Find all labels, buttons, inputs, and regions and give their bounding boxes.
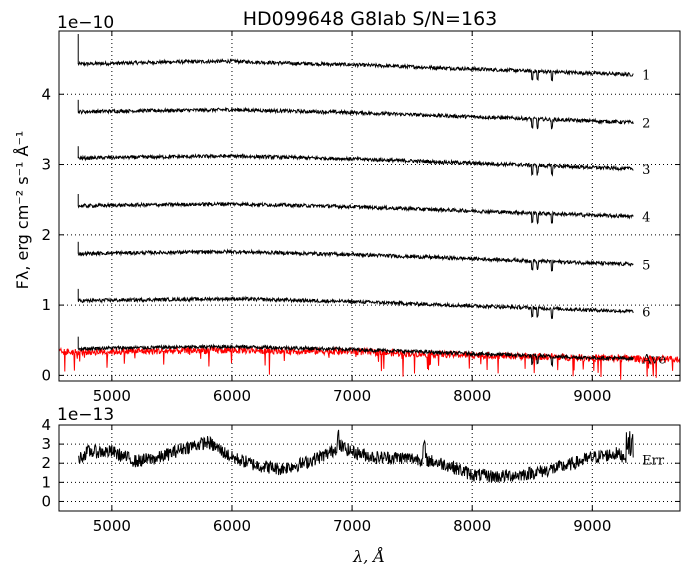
series-line-0 bbox=[77, 58, 634, 82]
series-line-1 bbox=[77, 106, 634, 130]
x-tick-label: 9000 bbox=[573, 387, 611, 405]
top-axes-frame bbox=[58, 30, 681, 382]
bottom-axes-frame bbox=[58, 424, 681, 512]
x-axis-label: λ, Å bbox=[352, 546, 385, 566]
x-tick-label: 8000 bbox=[453, 387, 491, 405]
series-label-4: 4 bbox=[642, 211, 650, 226]
series-line-4 bbox=[77, 248, 634, 272]
series-label-2: 2 bbox=[642, 116, 650, 131]
series-label-1: 1 bbox=[642, 69, 650, 84]
x-tick-label: 5000 bbox=[93, 387, 131, 405]
y-axis-label: Fλ, erg cm⁻² s⁻¹ Å⁻¹ bbox=[13, 131, 32, 290]
series-label-Err: Err bbox=[642, 453, 665, 468]
top-panel: HD099648 G8Iab S/N=163 1e−10 1 2 3 4 5 6 Ave 5… bbox=[13, 8, 681, 405]
series-line-0 bbox=[78, 429, 634, 483]
x-tick-label: 6000 bbox=[213, 387, 251, 405]
top-y-offset: 1e−10 bbox=[57, 13, 114, 33]
bottom-series-labels: Err bbox=[642, 453, 665, 468]
series-line-7 bbox=[77, 343, 634, 368]
series-label-Ave: Ave bbox=[641, 353, 666, 368]
y-tick-label: 0 bbox=[41, 492, 51, 510]
x-tick-label: 9000 bbox=[573, 517, 611, 535]
y-tick-label: 4 bbox=[41, 85, 51, 103]
series-label-5: 5 bbox=[642, 258, 650, 273]
y-tick-label: 4 bbox=[41, 416, 51, 434]
x-tick-label: 5000 bbox=[93, 517, 131, 535]
bottom-series-group bbox=[78, 429, 634, 483]
y-tick-label: 1 bbox=[41, 296, 51, 314]
x-tick-label: 6000 bbox=[213, 517, 251, 535]
x-tick-label: 8000 bbox=[453, 517, 491, 535]
series-label-6: 6 bbox=[642, 305, 650, 320]
series-label-3: 3 bbox=[642, 163, 650, 178]
y-tick-label: 2 bbox=[41, 454, 51, 472]
top-series-labels: 1 2 3 4 5 6 Ave bbox=[641, 69, 666, 368]
top-ticks: 5000 6000 7000 8000 9000 0 1 2 3 4 bbox=[41, 31, 680, 405]
y-tick-label: 2 bbox=[41, 226, 51, 244]
series-line-2 bbox=[77, 152, 634, 177]
series-line-5 bbox=[77, 295, 634, 320]
top-series-group bbox=[58, 34, 681, 380]
series-line-3 bbox=[77, 200, 634, 225]
y-tick-label: 1 bbox=[41, 473, 51, 491]
bottom-y-offset: 1e−13 bbox=[57, 405, 114, 425]
x-tick-label: 7000 bbox=[333, 387, 371, 405]
y-tick-label: 3 bbox=[41, 435, 51, 453]
chart-title: HD099648 G8Iab S/N=163 bbox=[243, 8, 498, 30]
y-tick-label: 0 bbox=[41, 366, 51, 384]
x-tick-label: 7000 bbox=[333, 517, 371, 535]
y-tick-label: 3 bbox=[41, 156, 51, 174]
